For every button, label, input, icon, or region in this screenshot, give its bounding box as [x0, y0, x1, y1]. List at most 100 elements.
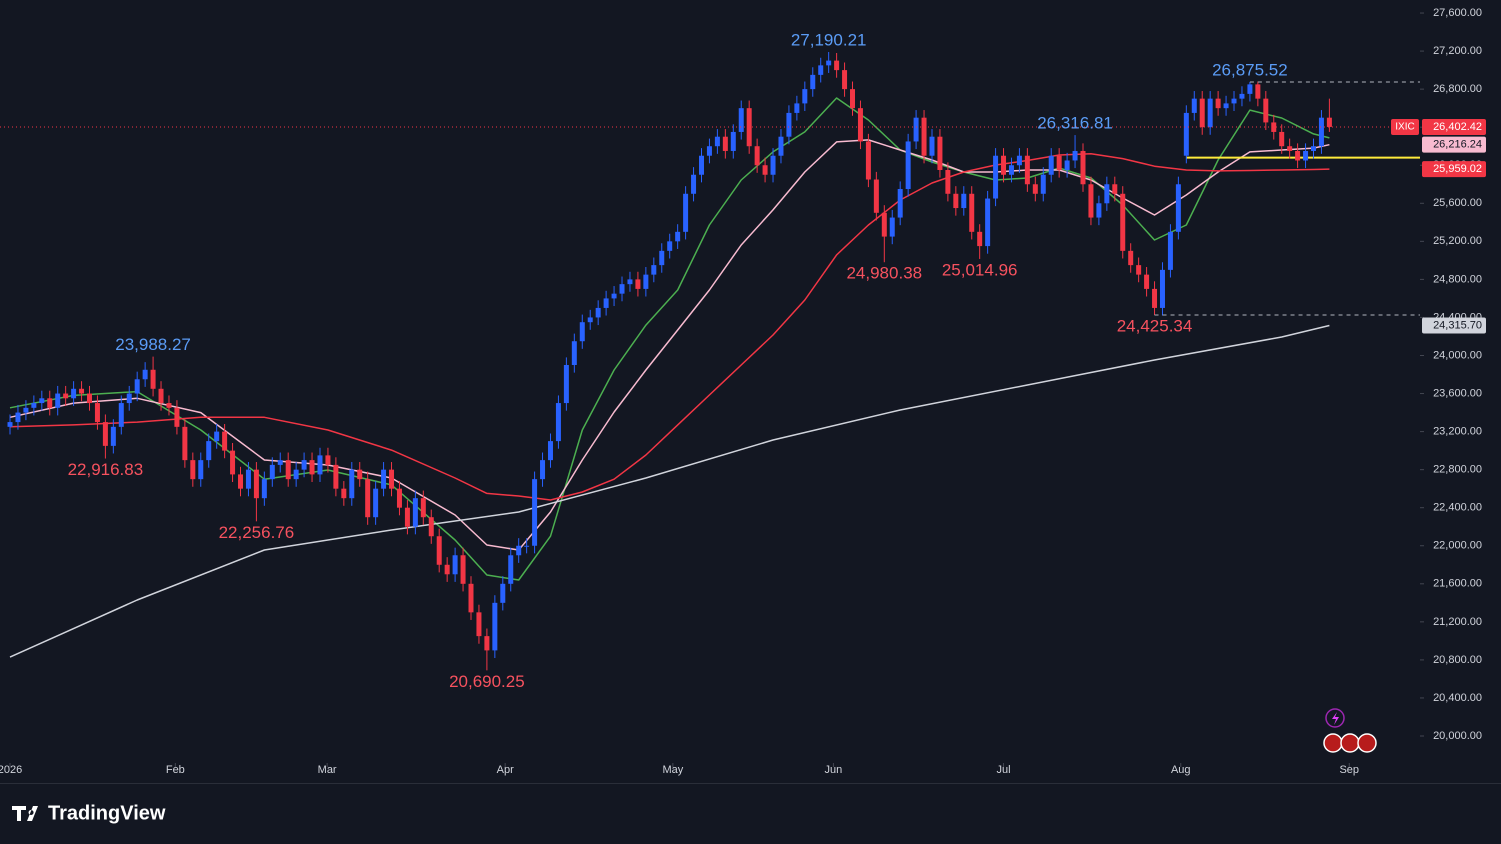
y-tick-label: 24,800.00: [1433, 273, 1482, 285]
candle-body: [476, 612, 482, 637]
candle-body: [333, 464, 339, 489]
candle-body: [651, 265, 657, 275]
candle-body: [1128, 250, 1134, 266]
candle-body: [1152, 288, 1158, 308]
extreme-label: 23,988.27: [115, 335, 191, 354]
candle-body: [63, 393, 69, 399]
extreme-label: 26,875.52: [1212, 60, 1288, 79]
candle-body: [722, 136, 728, 151]
candle-body: [1295, 150, 1301, 161]
x-tick-label: Apr: [497, 764, 514, 776]
candle-body: [1310, 146, 1316, 151]
candle-body: [381, 469, 387, 489]
candle-body: [961, 193, 967, 209]
candle-body: [929, 136, 935, 156]
candle-body: [524, 545, 530, 547]
candle-body: [945, 169, 951, 194]
candle-body: [134, 379, 140, 394]
ma-value-label: 25,959.02: [1433, 163, 1482, 175]
ma-value-label-box: [1422, 161, 1486, 178]
candle-body: [142, 369, 148, 380]
candle-body: [468, 583, 474, 613]
candle-body: [238, 474, 244, 489]
flag-icon: [1323, 733, 1343, 753]
candle-body: [1048, 155, 1054, 175]
x-tick-label: Aug: [1171, 764, 1191, 776]
candle-body: [222, 431, 228, 451]
candle-body: [897, 189, 903, 218]
candle-body: [1112, 184, 1118, 194]
candle-body: [182, 426, 188, 461]
y-tick-label: 21,200.00: [1433, 616, 1482, 628]
extreme-label: 24,425.34: [1117, 317, 1193, 336]
candle-body: [516, 545, 522, 556]
y-tick-label: 25,200.00: [1433, 235, 1482, 247]
x-tick-label: Feb: [166, 764, 185, 776]
candle-body: [428, 517, 434, 537]
candle-body: [79, 388, 85, 394]
candle-body: [317, 455, 323, 475]
candle-body: [921, 117, 927, 156]
candle-body: [118, 403, 124, 427]
candle-body: [245, 469, 251, 489]
last-price-label: 26,402.42: [1433, 121, 1482, 133]
x-tick-label: Jul: [996, 764, 1010, 776]
candle-body: [110, 426, 116, 446]
candle-body: [508, 555, 514, 584]
y-tick-label: 21,600.00: [1433, 578, 1482, 590]
candle-body: [71, 388, 77, 399]
candle-body: [31, 403, 37, 408]
y-tick-label: 23,600.00: [1433, 387, 1482, 399]
candle-body: [1255, 84, 1261, 99]
candle-body: [834, 60, 840, 71]
y-tick-label: 27,200.00: [1433, 45, 1482, 57]
candle-body: [778, 136, 784, 156]
ma-line: [9, 324, 1330, 658]
candle-body: [706, 146, 712, 156]
candle-body: [1175, 184, 1181, 232]
logo-icon: [12, 806, 38, 821]
x-tick-label: 2026: [0, 764, 22, 776]
extreme-label: 22,916.83: [68, 460, 144, 479]
candle-body: [365, 479, 371, 518]
candle-body: [39, 398, 45, 404]
candle-body: [802, 89, 808, 104]
candle-body: [770, 155, 776, 175]
candle-body: [857, 108, 863, 142]
lightning-icon: [1325, 708, 1345, 728]
candle-body: [659, 250, 665, 266]
candle-body: [730, 131, 736, 151]
candle-body: [174, 407, 180, 427]
candle-body: [595, 307, 601, 318]
candle-body: [166, 403, 172, 408]
candle-body: [214, 431, 220, 442]
candle-body: [285, 460, 291, 480]
candle-body: [1024, 155, 1030, 185]
candle-body: [540, 460, 546, 480]
candle-body: [691, 174, 697, 194]
candle-body: [1215, 98, 1221, 109]
candle-body: [1207, 98, 1213, 128]
candle-body: [436, 536, 442, 565]
candle-body: [349, 469, 355, 499]
candle-body: [953, 193, 959, 209]
ma-line: [9, 153, 1330, 501]
candle-body: [1120, 193, 1126, 251]
y-tick-label: 22,000.00: [1433, 540, 1482, 552]
extreme-label: 20,690.25: [449, 672, 525, 691]
y-tick-label: 25,600.00: [1433, 197, 1482, 209]
candle-body: [969, 193, 975, 232]
y-tick-label: 27,600.00: [1433, 7, 1482, 19]
candle-body: [1303, 150, 1309, 161]
candle-body: [420, 498, 426, 518]
candle-body: [1032, 184, 1038, 194]
candle-body: [1199, 98, 1205, 128]
flag-icon: [1340, 733, 1360, 753]
candle-body: [1183, 112, 1189, 156]
candle-body: [1136, 265, 1142, 275]
candle-body: [269, 464, 275, 480]
candle-body: [47, 398, 53, 408]
candle-body: [675, 231, 681, 242]
